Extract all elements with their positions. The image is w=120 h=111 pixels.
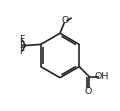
Text: O: O: [61, 16, 69, 25]
Text: O: O: [85, 86, 92, 96]
Text: F: F: [19, 47, 24, 56]
Text: OH: OH: [95, 72, 109, 81]
Text: F: F: [19, 41, 24, 50]
Text: F: F: [19, 35, 24, 44]
